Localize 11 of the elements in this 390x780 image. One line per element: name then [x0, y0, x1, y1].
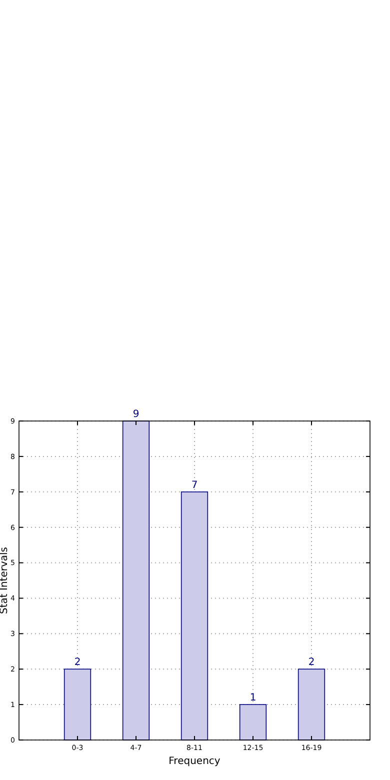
bar — [122, 420, 150, 740]
bar — [239, 704, 267, 740]
data-label: 2 — [308, 657, 315, 668]
data-label: 7 — [191, 480, 198, 491]
bar — [64, 668, 92, 740]
x-axis-title: Frequency — [168, 756, 220, 767]
data-label: 1 — [250, 692, 256, 704]
bar — [180, 491, 208, 740]
data-label: 2 — [74, 657, 81, 668]
data-label: 9 — [132, 409, 140, 420]
bar — [298, 668, 326, 740]
